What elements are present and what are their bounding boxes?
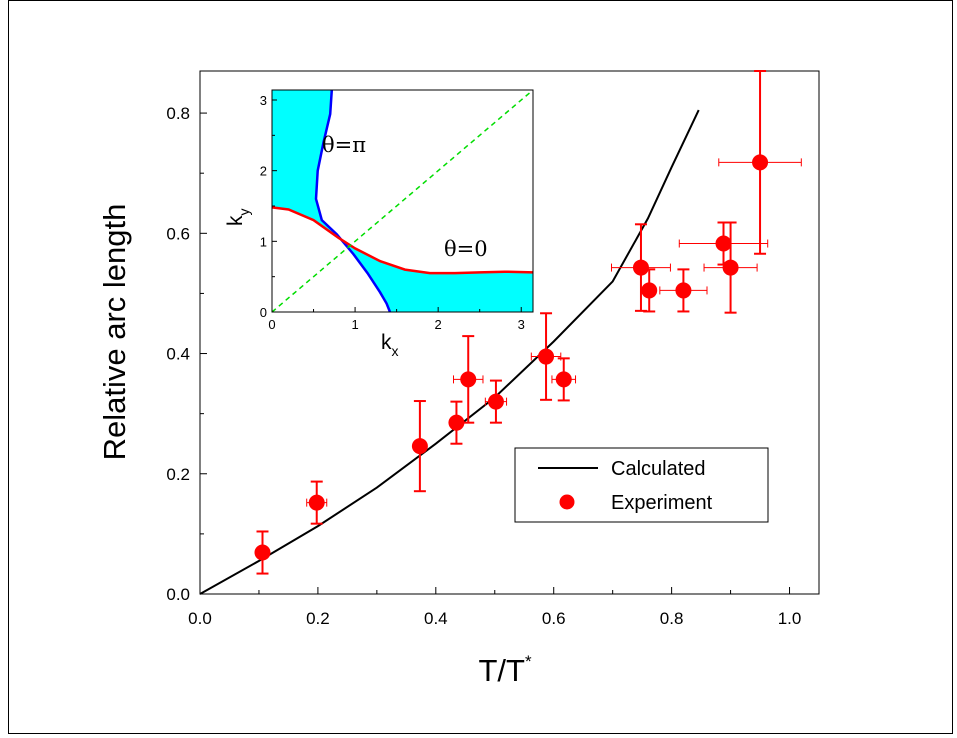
legend: Calculated Experiment [514, 447, 769, 523]
experiment-marker [722, 259, 739, 276]
inset-frame [271, 89, 534, 313]
x-axis-title-sup: * [525, 652, 532, 671]
legend-marker-swatch [559, 494, 575, 510]
inset-y-tick-label: 1 [260, 234, 267, 249]
y-axis-title: Relative arc length [97, 204, 132, 461]
inset-y-tick-label: 2 [260, 164, 267, 179]
y-tick-label: 0.8 [166, 104, 190, 123]
y-axis: 0.0 0.2 0.4 0.6 0.8 [166, 104, 207, 604]
inset-blue-curve [314, 90, 392, 313]
experiment-series [254, 70, 802, 575]
inset-red-curve [271, 206, 533, 275]
inset-areas [271, 89, 534, 313]
experiment-marker [411, 438, 428, 455]
x-tick-label: 0.2 [306, 609, 330, 628]
experiment-marker [752, 154, 769, 171]
x-tick-label: 0.4 [424, 609, 448, 628]
inset-x-title: kx [381, 331, 399, 359]
data-point [530, 312, 562, 401]
experiment-marker [487, 393, 504, 410]
inset-x-axis: 0 1 2 3 [268, 307, 525, 332]
inset-y-tick-label: 0 [260, 305, 267, 320]
x-axis-title: T/T* [478, 652, 532, 688]
x-tick-label: 0.0 [188, 609, 212, 628]
experiment-marker [308, 494, 325, 511]
experiment-marker [448, 414, 465, 431]
inset-y-title-sub: y [236, 209, 252, 216]
x-tick-label: 0.8 [660, 609, 684, 628]
experiment-marker [675, 282, 692, 299]
data-point [641, 268, 658, 313]
data-point [484, 379, 508, 424]
inset-annotation-theta-0: θ=0 [444, 237, 488, 261]
y-tick-label: 0.0 [166, 585, 190, 604]
data-point [678, 221, 769, 266]
inset-x-tick-label: 0 [268, 317, 275, 332]
experiment-marker [460, 371, 477, 388]
data-point [718, 70, 802, 255]
data-point [659, 268, 708, 313]
data-point [254, 530, 271, 575]
experiment-marker [254, 544, 271, 561]
data-point [610, 223, 671, 312]
data-point [703, 221, 758, 314]
plot-frame [199, 70, 820, 595]
x-tick-label: 0.6 [542, 609, 566, 628]
experiment-marker [715, 235, 732, 252]
inset-white-wedge [272, 207, 390, 312]
inset-y-title: ky [224, 209, 252, 227]
data-point [551, 357, 577, 402]
experiment-marker [555, 371, 572, 388]
experiment-marker [538, 348, 555, 365]
data-point [306, 480, 328, 525]
experiment-marker [641, 282, 658, 299]
experiment-marker [632, 259, 649, 276]
x-tick-label: 1.0 [778, 609, 802, 628]
inset-x-title-sub: x [392, 343, 399, 359]
inset-y-axis: 0 1 2 3 [260, 93, 277, 320]
y-tick-label: 0.4 [166, 345, 190, 364]
main-plot: 0.0 0.2 0.4 0.6 0.8 1.0 0.0 0.2 0.4 0.6 0.8 [166, 70, 820, 628]
legend-box [514, 447, 769, 523]
inset-x-tick-label: 3 [518, 317, 525, 332]
legend-label-experiment: Experiment [611, 492, 713, 514]
legend-label-calculated: Calculated [611, 458, 706, 480]
inset-annotation-theta-pi: θ=π [322, 133, 366, 157]
inset-plot: 0 1 2 3 0 1 2 3 kx ky θ=π θ=0 [224, 89, 534, 359]
y-tick-label: 0.6 [166, 224, 190, 243]
inset-x-tick-label: 1 [351, 317, 358, 332]
inset-x-tick-label: 2 [435, 317, 442, 332]
data-point [448, 400, 465, 445]
data-point [452, 335, 484, 424]
data-point [411, 400, 428, 493]
inset-diagonal-line [271, 89, 534, 313]
y-tick-label: 0.2 [166, 465, 190, 484]
inset-y-tick-label: 3 [260, 93, 267, 108]
x-axis: 0.0 0.2 0.4 0.6 0.8 1.0 [188, 587, 801, 628]
